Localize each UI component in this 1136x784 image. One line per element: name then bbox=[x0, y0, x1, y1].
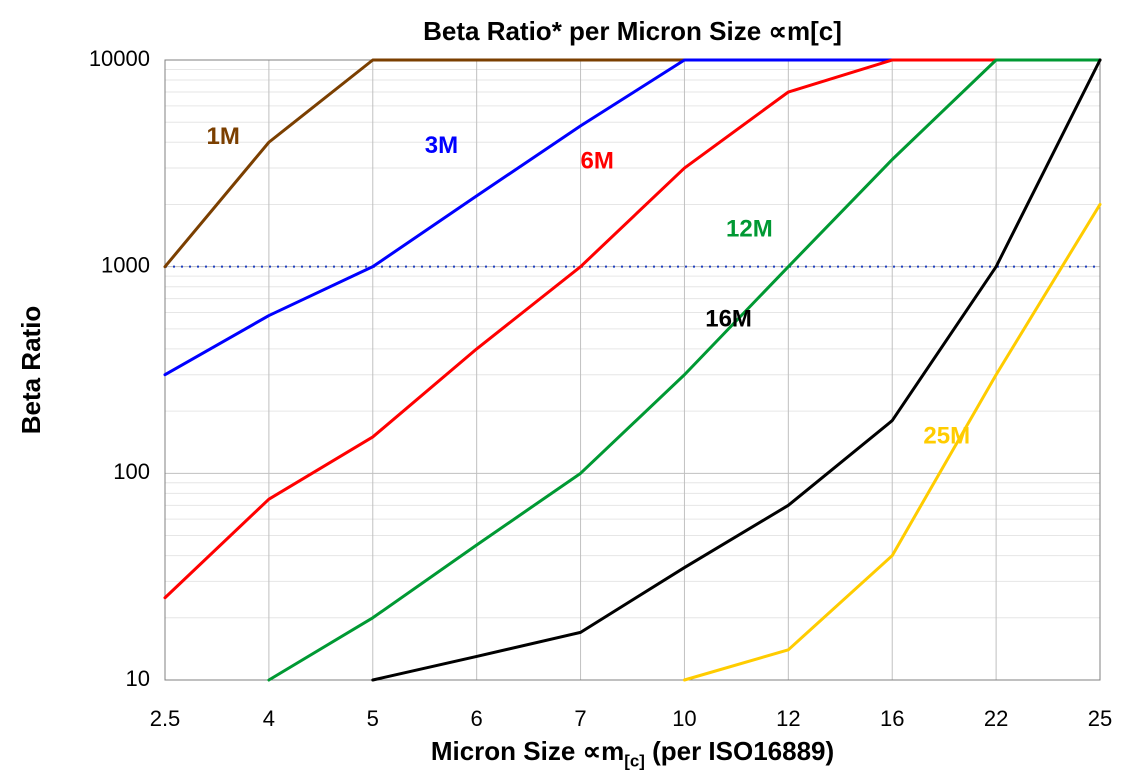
x-tick-label-10: 10 bbox=[672, 706, 696, 731]
x-tick-label-2.5: 2.5 bbox=[150, 706, 181, 731]
series-label-3M: 3M bbox=[425, 132, 458, 159]
x-tick-label-4: 4 bbox=[263, 706, 275, 731]
y-tick-label-1000: 1000 bbox=[101, 252, 150, 277]
y-axis-label: Beta Ratio bbox=[16, 306, 46, 435]
beta-ratio-chart: 1M 3M 6M 12M 16M 25M 10 100 1000 10000 2.5 4 5 6 7 10 12… bbox=[0, 0, 1136, 784]
series-label-25M: 25M bbox=[923, 422, 970, 449]
y-tick-label-100: 100 bbox=[113, 459, 150, 484]
x-tick-label-5: 5 bbox=[367, 706, 379, 731]
y-tick-label-10: 10 bbox=[126, 666, 150, 691]
x-tick-label-7: 7 bbox=[574, 706, 586, 731]
x-tick-label-6: 6 bbox=[471, 706, 483, 731]
chart-container: 1M 3M 6M 12M 16M 25M 10 100 1000 10000 2.5 4 5 6 7 10 12… bbox=[0, 0, 1136, 784]
y-tick-label-10000: 10000 bbox=[89, 46, 150, 71]
series-label-6M: 6M bbox=[581, 148, 614, 175]
x-tick-label-12: 12 bbox=[776, 706, 800, 731]
x-tick-label-22: 22 bbox=[984, 706, 1008, 731]
series-label-12M: 12M bbox=[726, 216, 773, 243]
x-tick-label-25: 25 bbox=[1088, 706, 1112, 731]
series-label-16M: 16M bbox=[705, 306, 752, 333]
chart-title: Beta Ratio* per Micron Size ∝m[c] bbox=[423, 16, 842, 46]
x-tick-label-16: 16 bbox=[880, 706, 904, 731]
series-label-1M: 1M bbox=[207, 123, 240, 150]
